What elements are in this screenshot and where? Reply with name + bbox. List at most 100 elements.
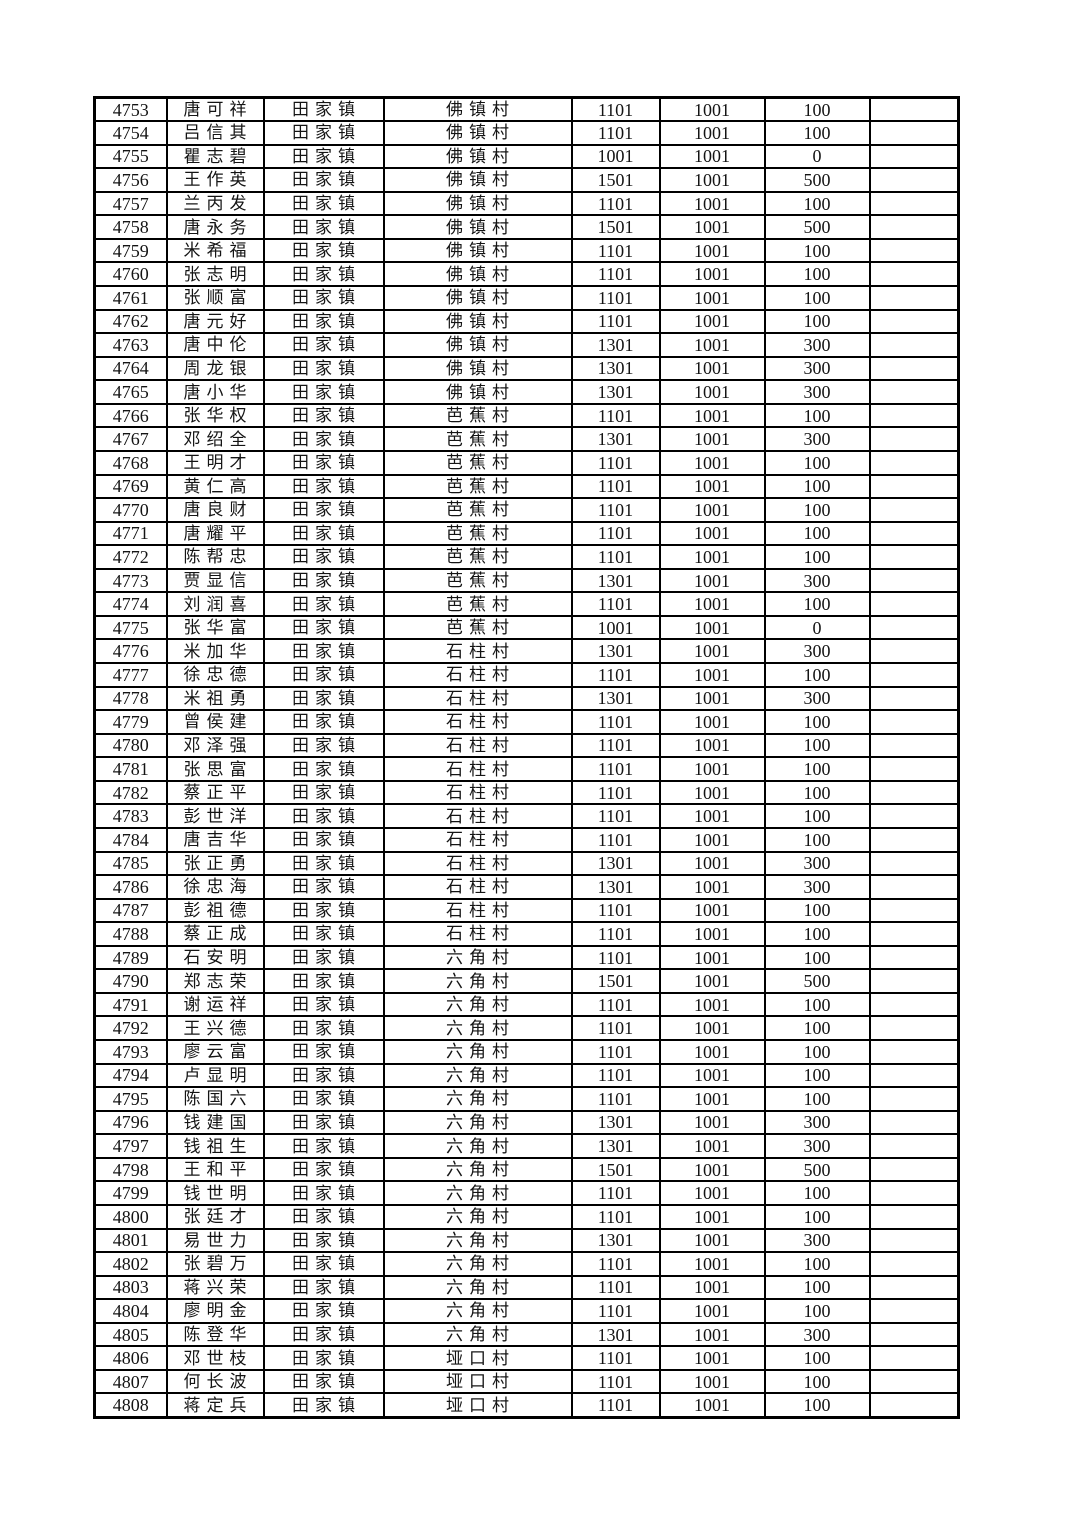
table-row: 4784 唐吉华 田家镇 石柱村 1101 1001 100 [93,826,960,853]
name-cell: 张思富 [165,756,265,782]
empty-cell [868,591,960,617]
table-row: 4778 米祖勇 田家镇 石柱村 1301 1001 300 [93,685,960,712]
amount-cell-1: 1101 [570,1203,661,1230]
village-cell: 佛镇村 [382,167,573,193]
table-row: 4788 蔡正成 田家镇 石柱村 1101 1001 100 [93,921,960,947]
empty-cell [868,991,960,1018]
village-cell: 六角村 [382,1109,573,1136]
village-cell: 芭蕉村 [382,497,573,523]
town-cell: 田家镇 [262,826,385,853]
town-cell: 田家镇 [262,261,385,287]
village-cell: 佛镇村 [382,237,573,264]
table-row: 4761 张顺富 田家镇 佛镇村 1101 1001 100 [93,285,960,311]
table-row: 4783 彭世洋 田家镇 石柱村 1101 1001 100 [93,803,960,829]
table-row: 4791 谢运祥 田家镇 六角村 1101 1001 100 [93,991,960,1018]
amount-cell-2: 1001 [658,520,766,547]
table-row: 4762 唐元好 田家镇 佛镇村 1101 1001 100 [93,308,960,335]
amount-cell-1: 1101 [570,402,661,429]
amount-cell-1: 1101 [570,756,661,782]
amount-cell-3: 100 [763,1368,871,1395]
name-cell: 邓泽强 [165,732,265,759]
village-cell: 芭蕉村 [382,520,573,547]
amount-cell-2: 1001 [658,1227,766,1254]
town-cell: 田家镇 [262,968,385,994]
amount-cell-1: 1101 [570,1180,661,1206]
serial-cell: 4759 [93,237,168,264]
village-cell: 石柱村 [382,850,573,877]
town-cell: 田家镇 [262,332,385,358]
town-cell: 田家镇 [262,143,385,170]
name-cell: 唐吉华 [165,826,265,853]
amount-cell-3: 100 [763,1203,871,1230]
amount-cell-3: 100 [763,1086,871,1112]
amount-cell-1: 1101 [570,944,661,971]
table-row: 4771 唐耀平 田家镇 芭蕉村 1101 1001 100 [93,520,960,547]
table-row: 4801 易世力 田家镇 六角村 1301 1001 300 [93,1227,960,1254]
empty-cell [868,803,960,829]
amount-cell-3: 100 [763,544,871,570]
town-cell: 田家镇 [262,709,385,735]
village-cell: 石柱村 [382,638,573,664]
amount-cell-2: 1001 [658,1392,766,1419]
table-row: 4767 邓绍全 田家镇 芭蕉村 1301 1001 300 [93,426,960,452]
town-cell: 田家镇 [262,402,385,429]
village-cell: 六角村 [382,1015,573,1041]
amount-cell-2: 1001 [658,1180,766,1206]
town-cell: 田家镇 [262,190,385,217]
table-row: 4760 张志明 田家镇 佛镇村 1101 1001 100 [93,261,960,287]
serial-cell: 4796 [93,1109,168,1136]
amount-cell-3: 100 [763,1345,871,1371]
amount-cell-1: 1101 [570,544,661,570]
amount-cell-1: 1301 [570,379,661,405]
empty-cell [868,874,960,900]
amount-cell-3: 100 [763,1015,871,1041]
table-row: 4786 徐忠海 田家镇 石柱村 1301 1001 300 [93,874,960,900]
town-cell: 田家镇 [262,285,385,311]
table-row: 4757 兰丙发 田家镇 佛镇村 1101 1001 100 [93,190,960,217]
town-cell: 田家镇 [262,308,385,335]
serial-cell: 4769 [93,473,168,500]
table-row: 4756 王作英 田家镇 佛镇村 1501 1001 500 [93,167,960,193]
name-cell: 钱建国 [165,1109,265,1136]
amount-cell-1: 1101 [570,803,661,829]
village-cell: 佛镇村 [382,96,573,123]
serial-cell: 4787 [93,897,168,924]
empty-cell [868,685,960,712]
table-row: 4796 钱建国 田家镇 六角村 1301 1001 300 [93,1109,960,1136]
amount-cell-2: 1001 [658,1203,766,1230]
amount-cell-3: 300 [763,1227,871,1254]
village-cell: 佛镇村 [382,143,573,170]
name-cell: 邓绍全 [165,426,265,452]
empty-cell [868,143,960,170]
empty-cell [868,308,960,335]
amount-cell-2: 1001 [658,1298,766,1324]
name-cell: 王兴德 [165,1015,265,1041]
serial-cell: 4762 [93,308,168,335]
empty-cell [868,1368,960,1395]
table-row: 4780 邓泽强 田家镇 石柱村 1101 1001 100 [93,732,960,759]
amount-cell-1: 1001 [570,143,661,170]
serial-cell: 4774 [93,591,168,617]
amount-cell-2: 1001 [658,1039,766,1065]
empty-cell [868,638,960,664]
amount-cell-1: 1301 [570,1133,661,1159]
amount-cell-3: 100 [763,1039,871,1065]
serial-cell: 4771 [93,520,168,547]
name-cell: 钱世明 [165,1180,265,1206]
empty-cell [868,756,960,782]
amount-cell-1: 1301 [570,685,661,712]
amount-cell-2: 1001 [658,662,766,688]
empty-cell [868,261,960,287]
town-cell: 田家镇 [262,803,385,829]
town-cell: 田家镇 [262,897,385,924]
amount-cell-3: 500 [763,968,871,994]
village-cell: 六角村 [382,1251,573,1277]
table-row: 4759 米希福 田家镇 佛镇村 1101 1001 100 [93,237,960,264]
village-cell: 六角村 [382,991,573,1018]
serial-cell: 4808 [93,1392,168,1419]
name-cell: 周龙银 [165,355,265,382]
amount-cell-1: 1101 [570,190,661,217]
amount-cell-2: 1001 [658,638,766,664]
amount-cell-3: 100 [763,1062,871,1089]
amount-cell-3: 100 [763,1298,871,1324]
